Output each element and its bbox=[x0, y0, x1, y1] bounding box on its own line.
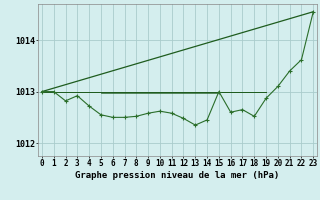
X-axis label: Graphe pression niveau de la mer (hPa): Graphe pression niveau de la mer (hPa) bbox=[76, 171, 280, 180]
